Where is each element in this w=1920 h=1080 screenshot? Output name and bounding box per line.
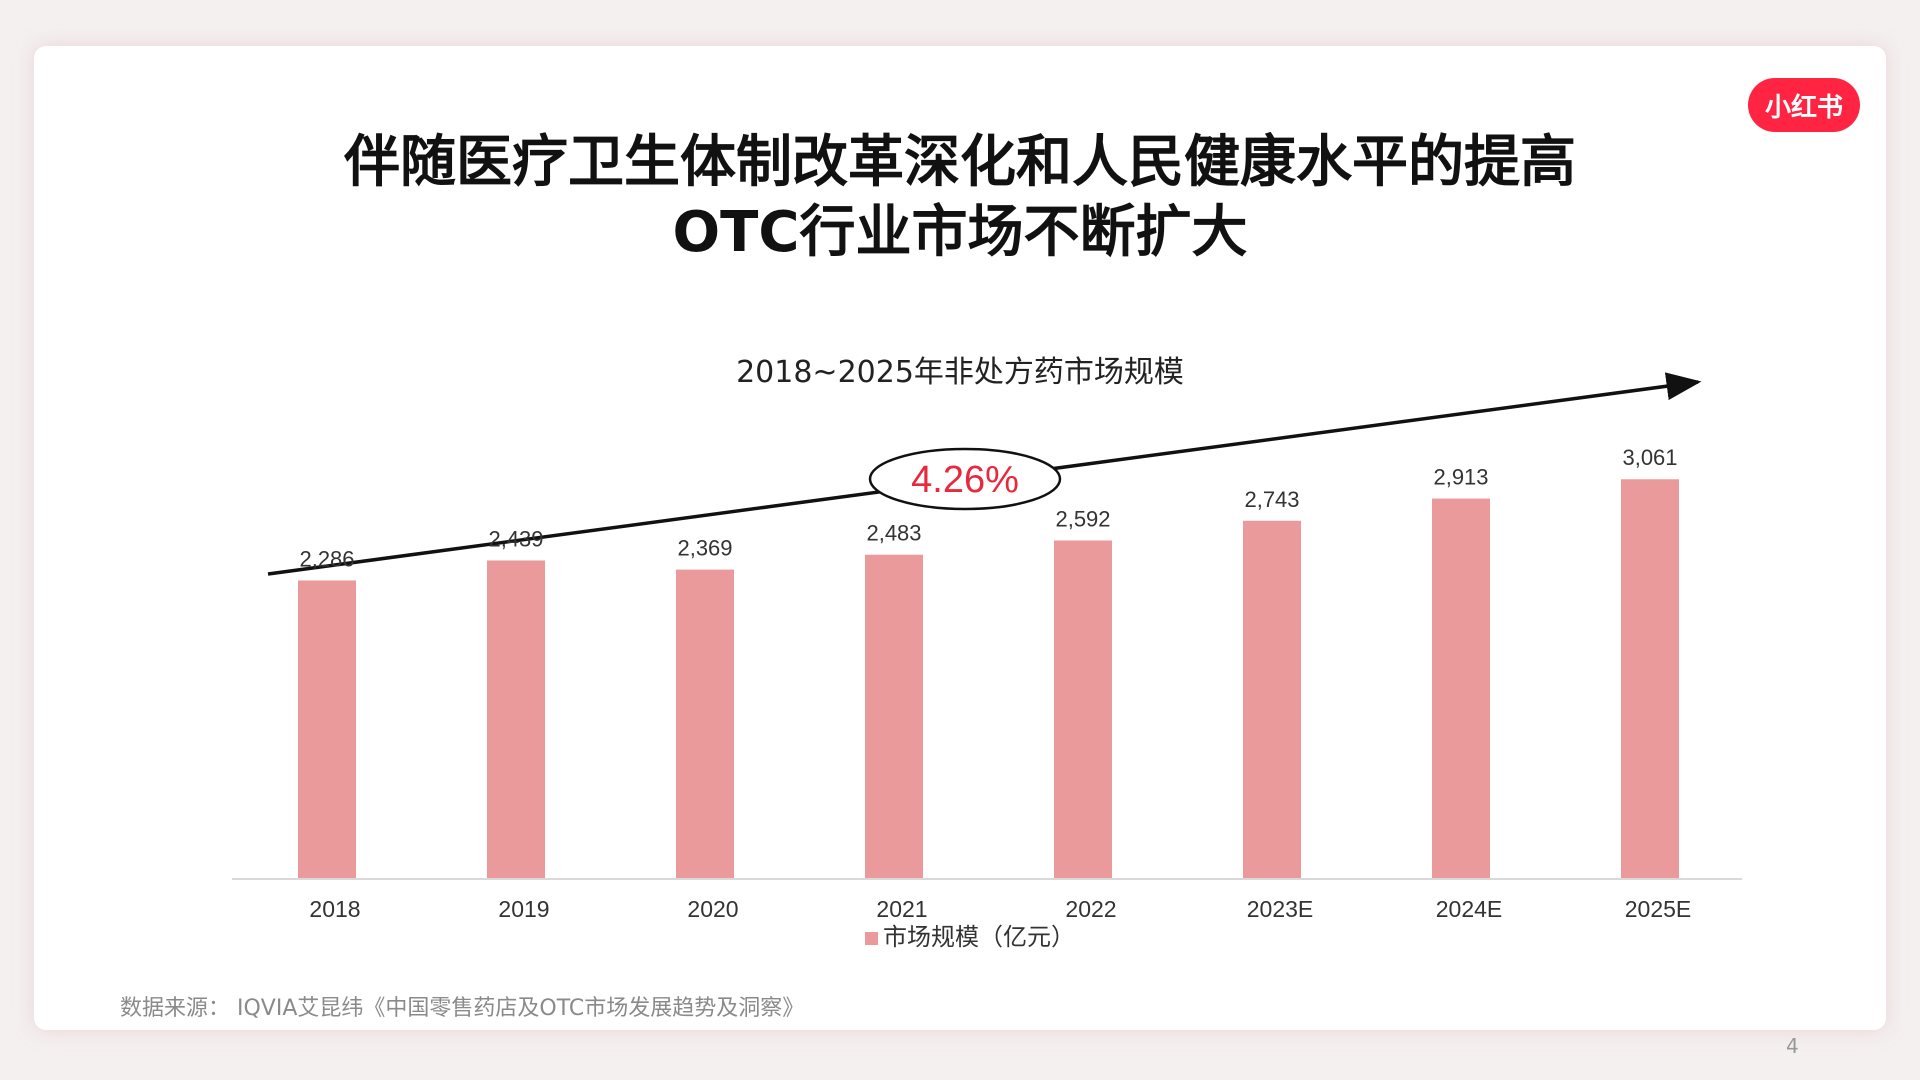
value-label-2024E: 2,913: [1433, 465, 1488, 490]
growth-rate-label: 4.26%: [911, 459, 1019, 501]
bar-2018: [298, 580, 356, 879]
title-line-1: 伴随医疗卫生体制改革深化和人民健康水平的提高: [344, 130, 1576, 195]
bar-2019: [487, 560, 545, 879]
x-tick-label-2025E: 2025E: [1625, 896, 1692, 922]
bar-2024E: [1432, 498, 1490, 879]
data-source-note: 数据来源： IQVIA艾昆纬《中国零售药店及OTC市场发展趋势及洞察》: [120, 996, 805, 1021]
legend: 市场规模（亿元）: [865, 923, 1075, 951]
bars-layer: [298, 479, 1679, 879]
x-tick-label-2019: 2019: [498, 896, 549, 922]
x-tick-label-2018: 2018: [309, 896, 360, 922]
x-tick-label-2021: 2021: [876, 896, 927, 922]
bar-2025E: [1621, 479, 1679, 879]
bar-2020: [676, 569, 734, 879]
chart-title: 2018~2025年非处方药市场规模: [736, 355, 1184, 390]
value-label-2023E: 2,743: [1244, 487, 1299, 512]
value-label-2025E: 3,061: [1622, 445, 1677, 470]
value-label-2022: 2,592: [1055, 506, 1110, 531]
x-tick-label-2023E: 2023E: [1247, 896, 1314, 922]
xiaohongshu-logo: 小红书: [1748, 78, 1860, 132]
x-tick-label-2022: 2022: [1065, 896, 1116, 922]
growth-rate-ellipse: [868, 447, 1062, 511]
title-line-2: OTC行业市场不断扩大: [672, 200, 1248, 265]
value-label-2020: 2,369: [677, 536, 732, 561]
labels-layer: 2,286 2018 2,439 2019 2,369 2020 2,483 2021 2,59…: [299, 445, 1691, 922]
x-tick-label-2024E: 2024E: [1436, 896, 1503, 922]
bar-2021: [865, 554, 923, 879]
value-label-2021: 2,483: [866, 521, 921, 546]
page-number: 4: [1786, 1034, 1799, 1058]
bar-2022: [1054, 540, 1112, 879]
value-label-2018: 2,286: [299, 546, 354, 571]
bar-2023E: [1243, 520, 1301, 879]
page-title: 伴随医疗卫生体制改革深化和人民健康水平的提高 OTC行业市场不断扩大: [34, 128, 1886, 268]
legend-label: 市场规模（亿元）: [883, 923, 1075, 951]
legend-swatch: [865, 932, 878, 945]
value-label-2019: 2,439: [488, 526, 543, 551]
x-tick-label-2020: 2020: [687, 896, 738, 922]
